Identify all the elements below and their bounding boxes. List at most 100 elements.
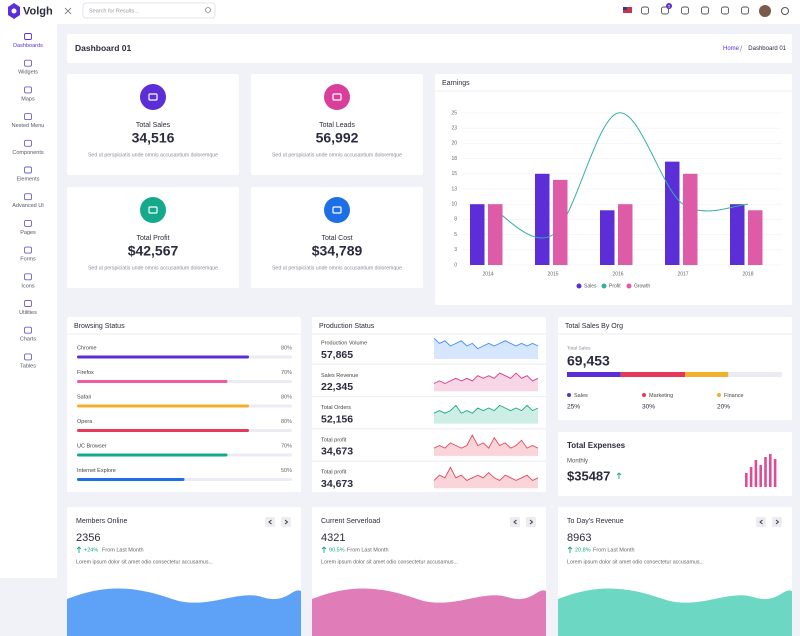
y-tick-label: 13 — [451, 186, 457, 192]
breadcrumb-separator — [739, 45, 743, 52]
nav-button[interactable] — [756, 517, 766, 527]
bar — [683, 173, 698, 265]
change-value: 90.5% — [329, 547, 345, 553]
legend-swatch — [717, 393, 721, 397]
change-text: From Last Month — [347, 547, 389, 553]
header-icon[interactable] — [721, 6, 729, 15]
card-subtitle: Monthly — [567, 459, 588, 465]
sidebar-item[interactable]: Maps — [21, 96, 35, 102]
sidebar-item[interactable]: Components — [12, 150, 43, 156]
breadcrumb-home[interactable]: Home — [723, 46, 740, 52]
search-box[interactable] — [82, 2, 216, 19]
nav-button[interactable] — [510, 517, 520, 527]
header-icon[interactable] — [701, 6, 709, 15]
card-title: Members Online — [76, 518, 127, 525]
sidebar-item[interactable]: Forms — [20, 257, 36, 263]
header-icon[interactable] — [741, 6, 749, 15]
nav-button[interactable] — [265, 517, 275, 527]
metric-label: Total profit — [321, 470, 347, 476]
sidebar-item[interactable]: Charts — [20, 337, 36, 343]
stacked-segment — [685, 372, 729, 377]
header-icon[interactable] — [641, 6, 649, 15]
card-value: 69,453 — [567, 353, 610, 369]
nav-chevron — [759, 519, 763, 525]
sidebar-icon — [24, 273, 32, 281]
sidebar-icon — [24, 139, 32, 147]
stat-icon — [140, 197, 166, 223]
stat-text: Sed ut perspiciatis unde omnis accusanti… — [272, 152, 402, 158]
card-text: Lorem ipsum dolor sit amet odio consecte… — [321, 559, 458, 565]
sidebar-icon — [24, 193, 32, 201]
wave-area — [558, 588, 792, 636]
progress-bar — [77, 355, 249, 359]
spark-fill — [434, 467, 538, 489]
mini-bar — [749, 467, 753, 487]
sidebar-item[interactable]: Pages — [20, 230, 36, 236]
brand: Volgh — [23, 5, 53, 17]
sparkline — [433, 434, 539, 449]
segment-percent: 30% — [642, 404, 655, 411]
sidebar-item[interactable]: Utilities — [19, 310, 37, 316]
close-icon[interactable] — [64, 7, 72, 15]
legend-swatch — [567, 393, 571, 397]
stat-icon-glyph — [332, 206, 342, 214]
sidebar-item[interactable]: Nested Menu — [12, 123, 45, 129]
legend-swatch — [601, 283, 607, 289]
y-tick-label: 18 — [451, 156, 457, 162]
nav-chevron — [513, 519, 517, 525]
browser-name: Safari — [77, 394, 91, 400]
nav-chevron — [268, 519, 272, 525]
stat-icon — [324, 84, 350, 110]
stat-icon-glyph — [332, 93, 342, 101]
sidebar-icon — [24, 86, 32, 94]
browser-percent: 80% — [281, 345, 292, 351]
avatar[interactable] — [759, 5, 771, 17]
nav-chevron — [529, 519, 534, 525]
sparkline — [433, 372, 539, 384]
breadcrumb-current: Dashboard 01 — [748, 46, 786, 52]
flag-icon[interactable] — [623, 7, 632, 13]
sidebar-item[interactable]: Icons — [21, 283, 34, 289]
metric-label: Total profit — [321, 437, 347, 443]
sidebar-item[interactable]: Advanced UI — [12, 203, 44, 209]
browser-percent: 70% — [281, 443, 292, 449]
mini-bar — [754, 460, 758, 487]
y-tick-label: 8 — [454, 217, 457, 223]
trend-arrow — [76, 546, 82, 553]
sidebar-item[interactable]: Tables — [20, 363, 36, 369]
bar — [618, 204, 633, 265]
sidebar-item[interactable]: Dashboards — [13, 43, 43, 49]
stat-value: $42,567 — [128, 243, 179, 259]
stat-text: Sed ut perspiciatis unde omnis accusanti… — [88, 152, 218, 158]
header-icon[interactable] — [661, 6, 669, 15]
stat-text: Sed ut perspiciatis unde omnis accusanti… — [272, 265, 402, 271]
card-title: Production Status — [319, 323, 375, 330]
segment-percent: 25% — [567, 404, 580, 411]
settings-icon[interactable] — [781, 7, 789, 15]
card-title: Total Expenses — [567, 441, 626, 450]
stat-value: 34,516 — [132, 130, 175, 146]
segment-percent: 20% — [717, 404, 730, 411]
change-text: From Last Month — [102, 547, 144, 553]
nav-button[interactable] — [772, 517, 782, 527]
card-value: 8963 — [567, 532, 591, 544]
sidebar-item[interactable]: Elements — [17, 176, 40, 182]
legend-label: Marketing — [649, 393, 673, 399]
progress-bar — [77, 404, 249, 408]
bar — [488, 204, 503, 265]
card-value: $35487 — [567, 468, 610, 483]
bar — [748, 210, 763, 265]
legend-label: Growth — [634, 284, 650, 290]
sidebar-item[interactable]: Widgets — [18, 70, 38, 76]
card-title: Browsing Status — [74, 323, 125, 330]
stat-value: $34,789 — [312, 243, 363, 259]
cart-badge — [666, 3, 672, 9]
nav-button[interactable] — [281, 517, 291, 527]
browser-name: UC Browser — [77, 443, 107, 449]
header-icon[interactable] — [681, 6, 689, 15]
metric-value: 22,345 — [321, 381, 353, 393]
mini-bar — [764, 457, 767, 487]
legend-label: Profit — [609, 284, 621, 290]
nav-button[interactable] — [526, 517, 536, 527]
